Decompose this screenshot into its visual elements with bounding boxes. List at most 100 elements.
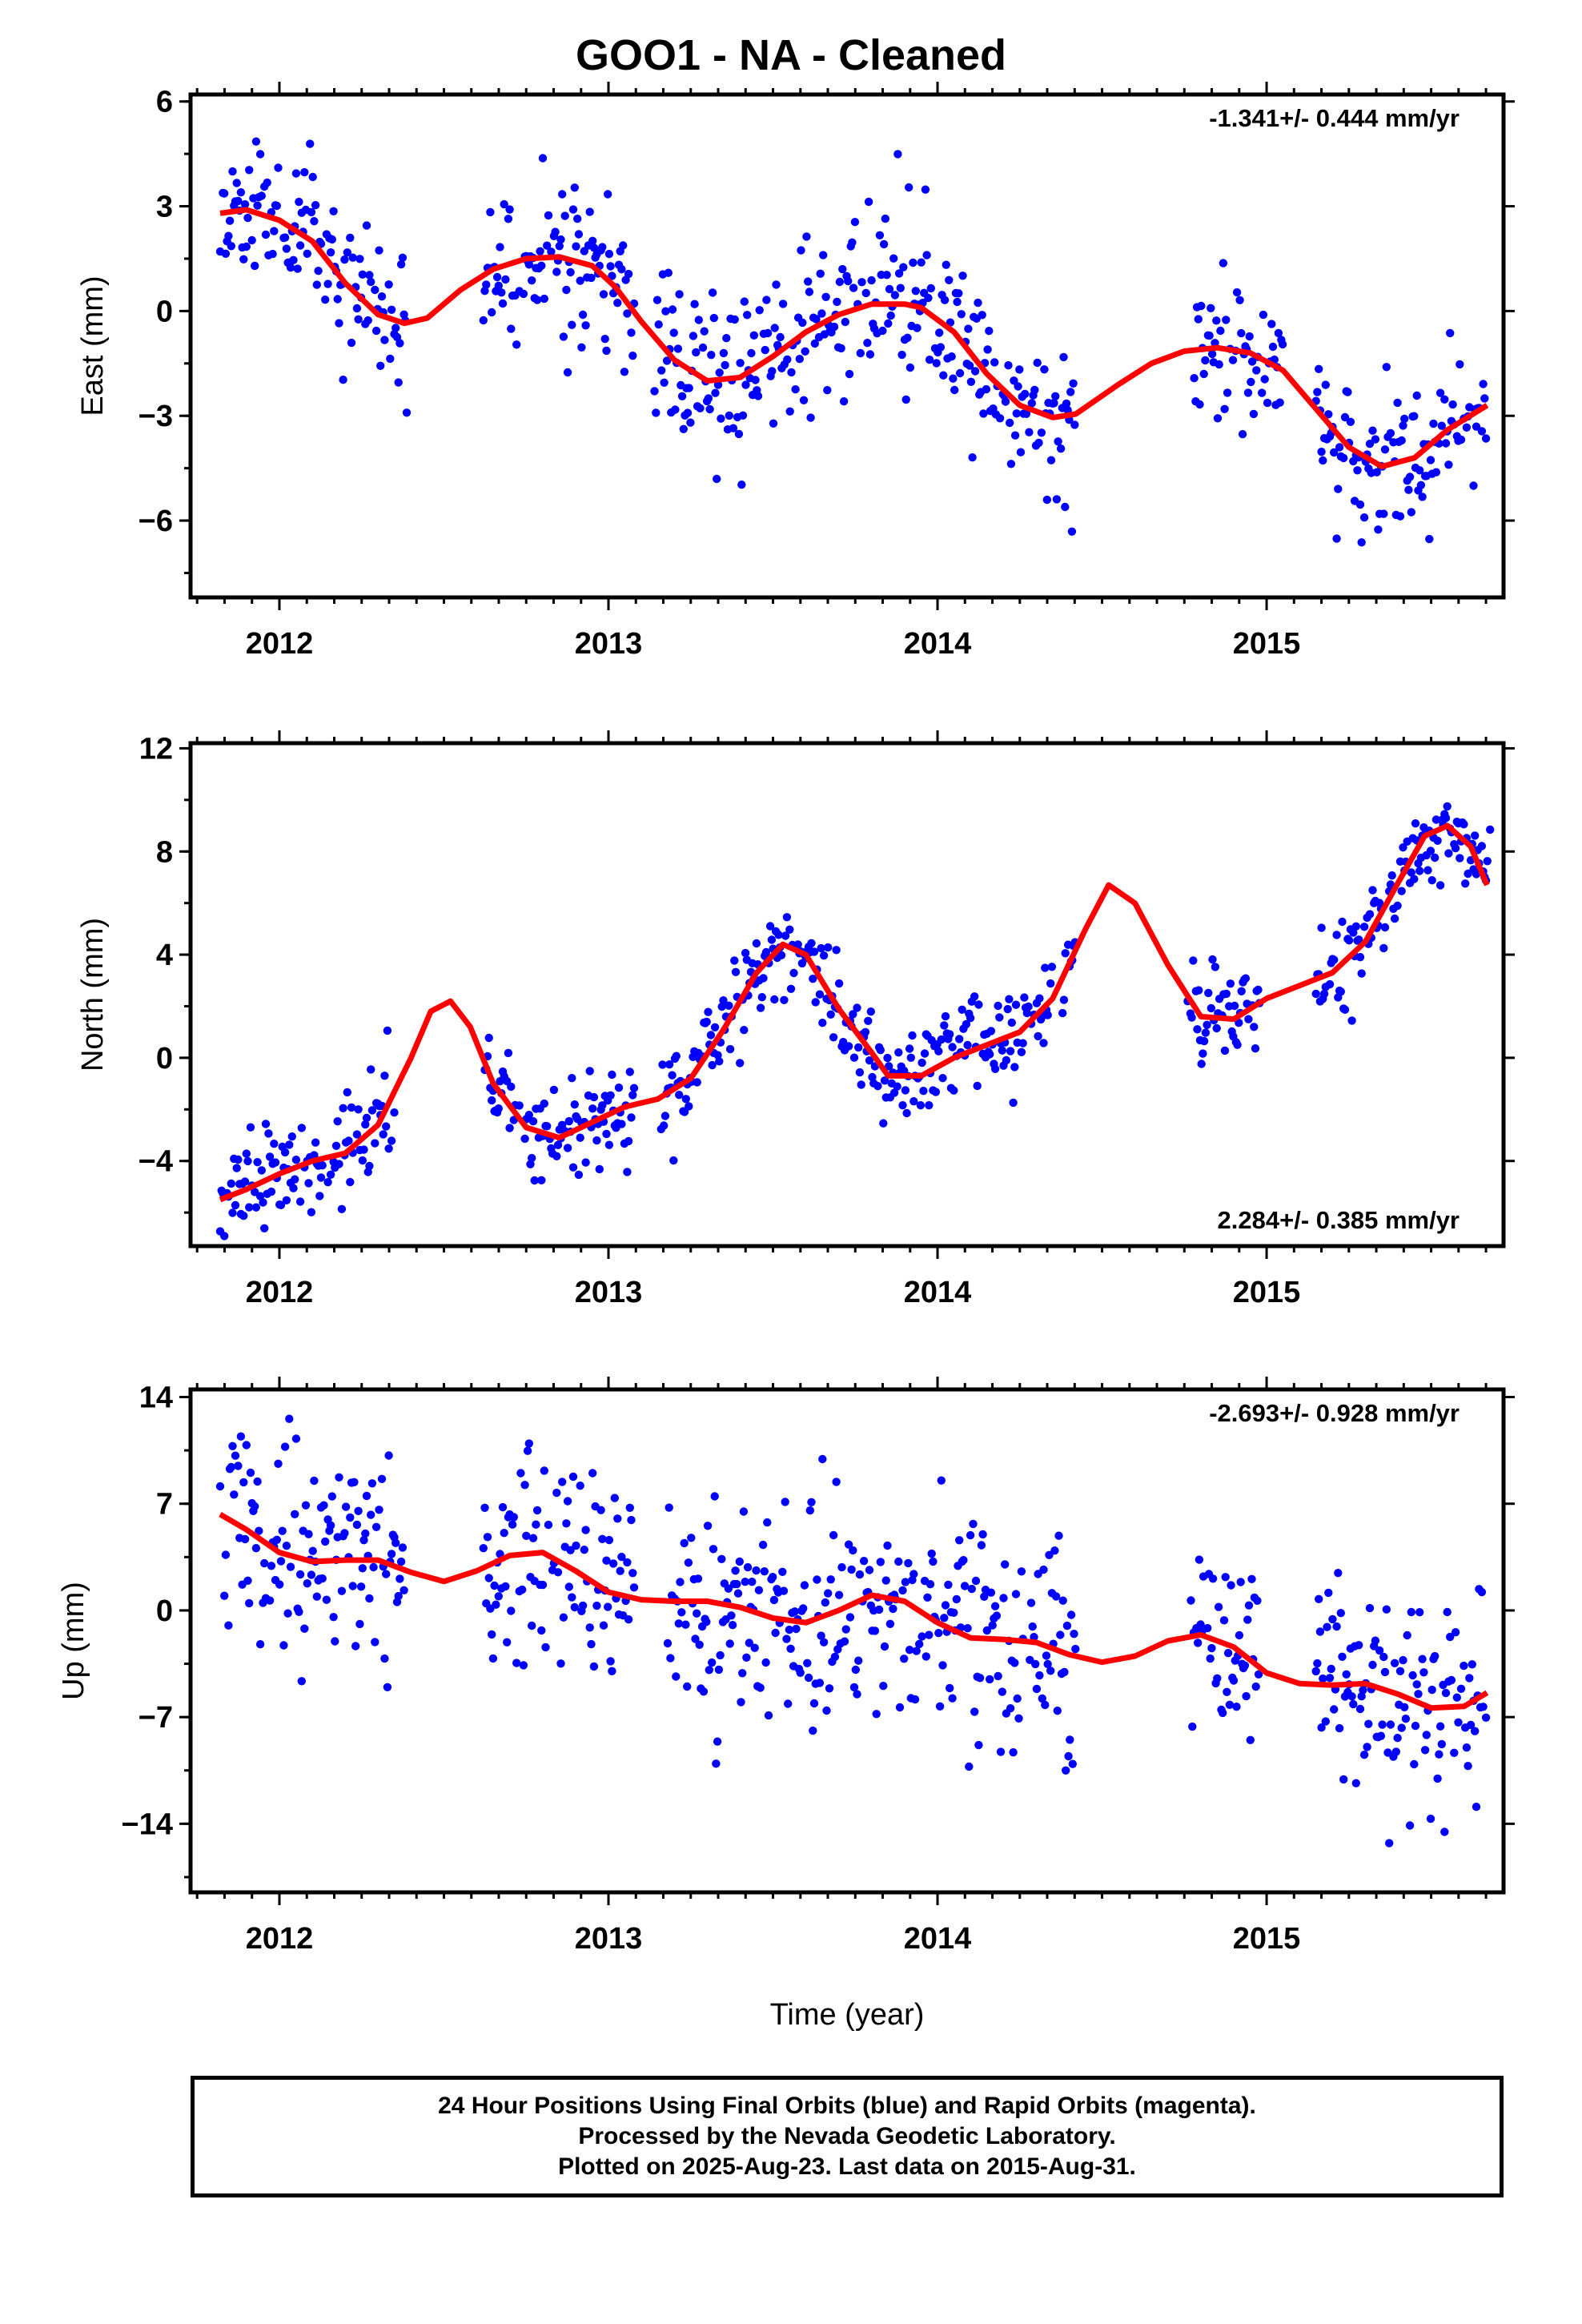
up-data-point xyxy=(1031,1659,1040,1669)
east-data-point xyxy=(1040,365,1049,374)
footer-line-2: Processed by the Nevada Geodetic Laborat… xyxy=(578,2123,1116,2149)
east-data-point xyxy=(479,316,488,325)
east-data-point xyxy=(253,201,262,210)
up-data-point xyxy=(355,1619,364,1629)
up-data-point xyxy=(1032,1684,1042,1694)
north-data-point xyxy=(1435,881,1445,890)
east-data-point xyxy=(1046,456,1056,464)
east-data-point xyxy=(795,355,804,364)
up-data-point xyxy=(865,1566,874,1574)
east-data-point xyxy=(580,247,588,255)
north-data-point xyxy=(231,1200,240,1210)
north-data-point xyxy=(592,1136,601,1145)
east-data-point xyxy=(1441,439,1451,448)
up-data-point xyxy=(492,1600,500,1609)
east-data-point xyxy=(924,293,933,303)
north-data-point xyxy=(1386,880,1395,889)
north-data-point xyxy=(815,990,825,999)
up-data-point xyxy=(278,1526,287,1535)
up-data-point xyxy=(837,1562,846,1572)
east-data-point xyxy=(817,309,826,318)
north-data-point xyxy=(1046,979,1055,988)
north-data-point xyxy=(282,1196,291,1205)
east-data-point xyxy=(1335,443,1344,452)
up-data-point xyxy=(479,1544,488,1553)
east-data-point xyxy=(293,264,302,273)
up-data-point xyxy=(681,1620,690,1629)
up-data-point xyxy=(1035,1671,1044,1680)
up-x-tick-label: 2015 xyxy=(1233,1922,1301,1956)
up-data-point xyxy=(335,1473,343,1482)
east-data-point xyxy=(818,251,828,259)
up-data-point xyxy=(687,1534,696,1542)
north-data-point xyxy=(1379,943,1388,953)
north-y-tick-label: 0 xyxy=(156,1042,173,1076)
north-data-point xyxy=(276,1200,286,1210)
up-data-point xyxy=(804,1673,813,1683)
north-data-point xyxy=(243,1156,252,1166)
north-data-point xyxy=(316,1173,326,1182)
east-data-point xyxy=(613,299,622,308)
east-data-point xyxy=(797,246,805,255)
east-data-point xyxy=(664,268,673,277)
east-data-point xyxy=(911,287,921,296)
north-data-point xyxy=(1451,844,1460,853)
up-data-points xyxy=(215,1414,1491,1848)
up-data-point xyxy=(596,1506,605,1514)
up-data-point xyxy=(556,1659,565,1668)
east-data-point xyxy=(713,474,721,484)
north-data-point xyxy=(484,1033,493,1043)
north-data-point xyxy=(367,1106,377,1115)
up-data-point xyxy=(1435,1750,1443,1759)
north-data-point xyxy=(251,1203,261,1212)
east-data-point xyxy=(863,339,872,348)
up-data-point xyxy=(484,1574,493,1582)
north-data-point xyxy=(920,1049,930,1058)
east-data-point xyxy=(721,360,729,370)
up-data-point xyxy=(1338,1652,1347,1661)
east-data-point xyxy=(694,316,703,324)
north-data-point xyxy=(588,1104,597,1113)
east-data-point xyxy=(1015,365,1024,374)
east-data-point xyxy=(1190,374,1199,383)
up-data-point xyxy=(829,1530,838,1540)
up-data-point xyxy=(387,1550,396,1558)
east-data-point xyxy=(890,291,900,300)
up-data-point xyxy=(778,1567,787,1577)
footer-line-1: 24 Hour Positions Using Final Orbits (bl… xyxy=(438,2093,1256,2119)
up-data-point xyxy=(1382,1605,1391,1614)
north-data-point xyxy=(866,1007,876,1016)
up-data-point xyxy=(927,1549,936,1558)
east-data-point xyxy=(347,338,356,348)
north-data-point xyxy=(685,1102,693,1111)
east-data-point xyxy=(1429,419,1438,428)
up-data-point xyxy=(367,1479,377,1488)
east-data-point xyxy=(1033,358,1042,368)
east-data-point xyxy=(624,269,633,279)
east-data-point xyxy=(955,368,965,378)
east-data-point xyxy=(585,207,594,216)
east-data-point xyxy=(1334,485,1343,493)
north-data-point xyxy=(362,1113,371,1123)
up-data-point xyxy=(929,1557,938,1566)
north-data-point xyxy=(817,943,825,953)
east-data-point xyxy=(1010,431,1020,440)
north-data-point xyxy=(1380,923,1390,932)
east-data-point xyxy=(251,137,261,146)
up-data-point xyxy=(613,1514,622,1523)
up-data-point xyxy=(377,1474,387,1484)
east-data-point xyxy=(1324,410,1333,419)
north-data-point xyxy=(919,1087,928,1096)
up-data-point xyxy=(1011,1590,1021,1598)
north-data-point xyxy=(1456,854,1464,862)
east-panel: 6 3 0 −3 −6 2012 2013 2014 2015 East (mm) -1.341+/… xyxy=(76,82,1515,661)
east-data-point xyxy=(785,407,794,416)
north-data-point xyxy=(946,1030,954,1039)
up-data-point xyxy=(297,1677,306,1686)
east-data-point xyxy=(354,315,363,324)
east-data-point xyxy=(1440,395,1449,404)
east-data-point xyxy=(588,236,597,245)
page-title: GOO1 - NA - Cleaned xyxy=(575,31,1007,79)
north-data-point xyxy=(240,1177,250,1186)
east-data-point xyxy=(239,255,248,263)
